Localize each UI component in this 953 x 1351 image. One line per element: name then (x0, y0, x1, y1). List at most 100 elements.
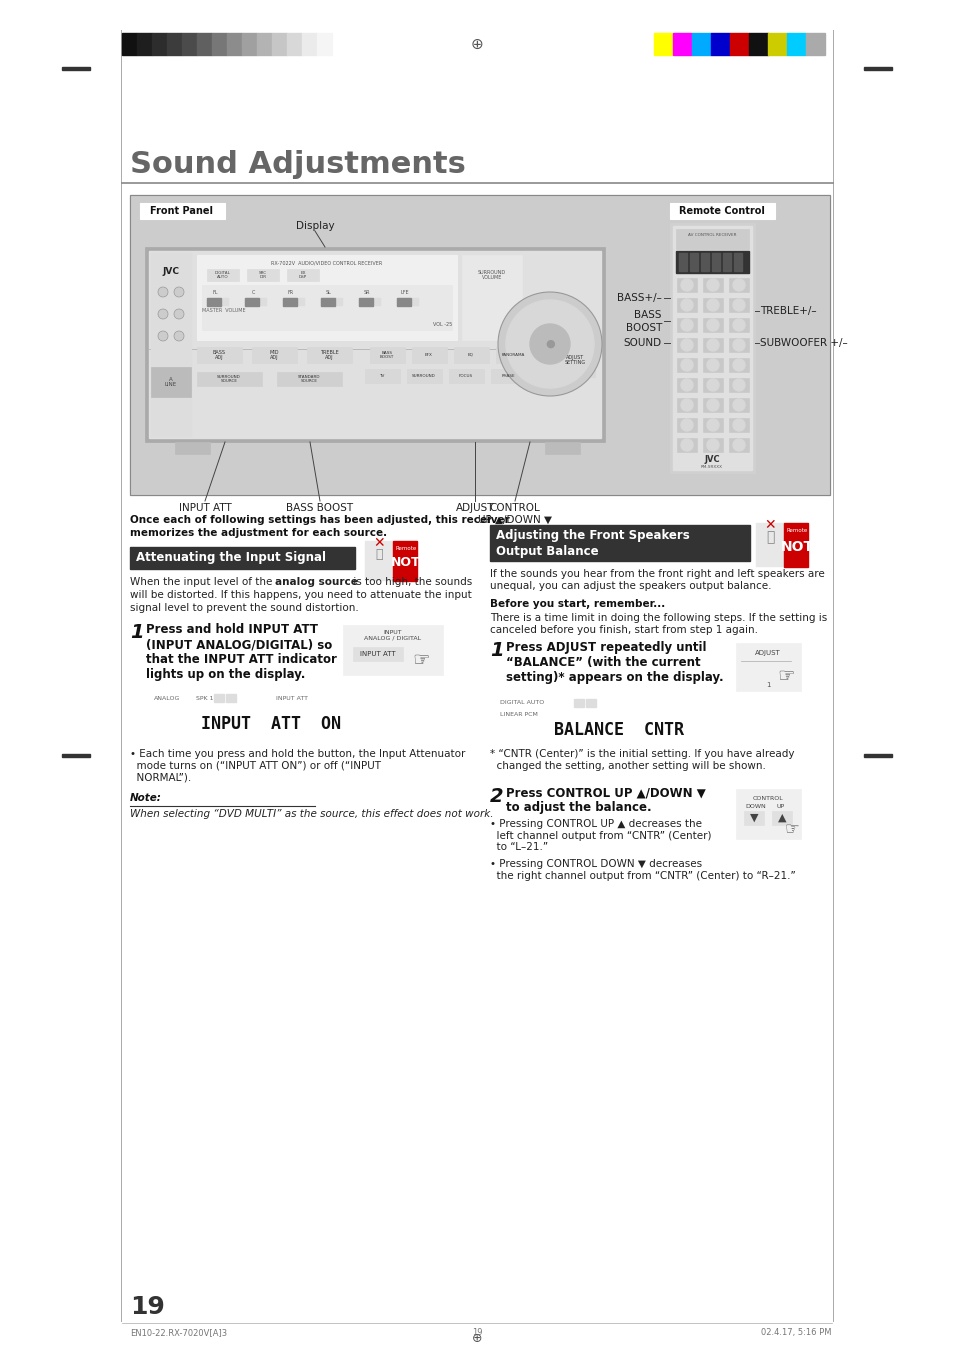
Circle shape (497, 292, 601, 396)
Text: FOCUS: FOCUS (458, 374, 473, 378)
Circle shape (732, 419, 744, 431)
Text: INPUT  ATT  ON: INPUT ATT ON (201, 715, 340, 734)
Text: • Pressing CONTROL DOWN ▼ decreases
  the right channel output from “CNTR” (Cent: • Pressing CONTROL DOWN ▼ decreases the … (490, 859, 795, 881)
Text: TV: TV (379, 374, 384, 378)
Bar (207, 299, 221, 305)
Text: ADJUST: ADJUST (755, 650, 781, 657)
Text: When selecting “DVD MULTI” as the source, this effect does not work.: When selecting “DVD MULTI” as the source… (130, 809, 493, 819)
Bar (669, 203, 774, 219)
Bar (122, 32, 137, 55)
Bar (677, 358, 697, 372)
Text: Front Panel: Front Panel (151, 205, 213, 216)
Bar (677, 438, 697, 453)
Bar (755, 523, 783, 567)
Text: will be distorted. If this happens, you need to attenuate the input: will be distorted. If this happens, you … (130, 590, 471, 600)
Text: SURROUND
SOURCE: SURROUND SOURCE (217, 374, 240, 384)
Text: BOOST: BOOST (625, 323, 661, 332)
Bar (226, 694, 235, 703)
Bar (146, 690, 395, 740)
Text: RX-7022V  AUDIO/VIDEO CONTROL RECEIVER: RX-7022V AUDIO/VIDEO CONTROL RECEIVER (271, 261, 382, 266)
Bar (137, 32, 152, 55)
Circle shape (505, 300, 594, 388)
Text: RM-SRXXX: RM-SRXXX (700, 465, 722, 469)
Bar (753, 521, 809, 569)
Text: ☞: ☞ (412, 650, 429, 670)
Circle shape (158, 331, 168, 340)
Bar (365, 540, 393, 581)
Text: PANORAMA: PANORAMA (500, 353, 524, 357)
Bar (710, 32, 729, 55)
Text: ADJUST
SETTING: ADJUST SETTING (564, 354, 585, 365)
Bar (677, 417, 697, 432)
Bar (196, 347, 242, 363)
Bar (370, 347, 405, 363)
Circle shape (732, 339, 744, 351)
Text: ▼: ▼ (749, 813, 758, 823)
Bar (242, 32, 256, 55)
Text: VOL -25: VOL -25 (433, 323, 452, 327)
Text: A
LINE: A LINE (165, 377, 177, 388)
Bar (728, 317, 748, 332)
Text: BASS+/–: BASS+/– (617, 293, 661, 303)
Bar (276, 372, 341, 386)
Circle shape (732, 299, 744, 311)
Text: INPUT ATT: INPUT ATT (360, 651, 395, 657)
Circle shape (706, 380, 719, 390)
Bar (256, 32, 272, 55)
Bar (711, 253, 720, 272)
Text: UP: UP (776, 804, 784, 808)
Circle shape (680, 359, 692, 372)
Bar (62, 754, 90, 757)
Bar (702, 358, 722, 372)
Bar (283, 299, 305, 305)
Bar (585, 698, 596, 707)
Text: Output Balance: Output Balance (496, 546, 598, 558)
Text: There is a time limit in doing the following steps. If the setting is
canceled b: There is a time limit in doing the follo… (490, 613, 826, 635)
Bar (247, 269, 278, 281)
Text: Remote Control: Remote Control (679, 205, 764, 216)
Bar (491, 369, 525, 382)
Text: ANALOG: ANALOG (153, 696, 180, 701)
Text: 02.4.17, 5:16 PM: 02.4.17, 5:16 PM (760, 1328, 831, 1337)
Bar (743, 811, 763, 825)
Text: CONTROL: CONTROL (752, 796, 782, 801)
Bar (676, 251, 748, 273)
Circle shape (158, 309, 168, 319)
Text: CONTROL
UP ▲/DOWN ▼: CONTROL UP ▲/DOWN ▼ (477, 503, 552, 524)
Bar (407, 369, 441, 382)
Bar (283, 299, 296, 305)
Text: NOT: NOT (780, 540, 813, 554)
Circle shape (706, 359, 719, 372)
Bar (316, 32, 332, 55)
Text: Once each of following settings has been adjusted, this receiver: Once each of following settings has been… (130, 515, 509, 526)
Text: 2: 2 (490, 788, 503, 807)
Text: SURROUND
VOLUME: SURROUND VOLUME (477, 270, 505, 281)
Bar (245, 299, 258, 305)
Bar (167, 32, 182, 55)
Bar (320, 299, 335, 305)
Bar (207, 299, 229, 305)
Bar (677, 299, 697, 312)
Bar (767, 32, 786, 55)
Circle shape (680, 380, 692, 390)
Text: Press ADJUST repeatedly until
“BALANCE” (with the current
setting)* appears on t: Press ADJUST repeatedly until “BALANCE” … (505, 640, 723, 684)
Text: Remote: Remote (785, 528, 807, 534)
Bar (689, 253, 698, 272)
Bar (722, 253, 730, 272)
Text: SPK 1: SPK 1 (195, 696, 213, 701)
Text: ⊕: ⊕ (470, 36, 483, 51)
Bar (669, 223, 754, 473)
Bar (130, 195, 829, 494)
Bar (654, 32, 672, 55)
Bar (196, 372, 262, 386)
Text: SR: SR (363, 290, 370, 296)
Text: Adjusting the Front Speakers: Adjusting the Front Speakers (496, 530, 689, 543)
Bar (62, 66, 90, 69)
Text: Before you start, remember...: Before you start, remember... (490, 598, 664, 609)
Bar (676, 230, 748, 249)
Bar (320, 299, 343, 305)
Bar (863, 754, 891, 757)
Text: DIGITAL
AUTO: DIGITAL AUTO (214, 270, 231, 280)
Bar (302, 32, 316, 55)
Bar (490, 526, 749, 561)
